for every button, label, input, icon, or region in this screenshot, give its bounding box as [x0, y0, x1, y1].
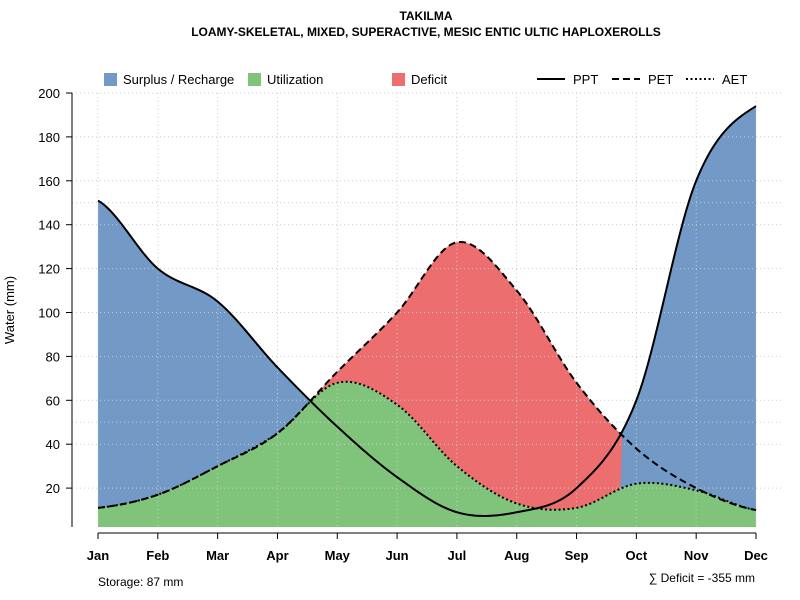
x-tick-label: Aug	[504, 548, 529, 563]
y-tick-label: 40	[46, 437, 60, 452]
x-tick-label: Jun	[386, 548, 409, 563]
x-tick-label: Dec	[744, 548, 768, 563]
chart-title: TAKILMA	[399, 9, 452, 23]
x-tick-label: May	[325, 548, 351, 563]
deficit-area	[98, 106, 756, 510]
legend-label: PPT	[573, 72, 598, 87]
x-tick-label: Apr	[266, 548, 288, 563]
series-lines	[97, 105, 757, 517]
area-fills	[98, 106, 756, 528]
y-tick-label: 80	[46, 349, 60, 364]
y-tick-label: 100	[38, 306, 60, 321]
x-tick-label: Jul	[448, 548, 467, 563]
x-tick-label: Jan	[87, 548, 109, 563]
legend-swatch	[248, 73, 261, 86]
chart-subtitle: LOAMY-SKELETAL, MIXED, SUPERACTIVE, MESI…	[191, 25, 661, 39]
legend-label: Surplus / Recharge	[123, 72, 234, 87]
storage-note: Storage: 87 mm	[98, 575, 183, 589]
surplus-recharge-area	[98, 106, 756, 528]
y-axis-label: Water (mm)	[2, 276, 17, 344]
x-tick-label: Oct	[626, 548, 648, 563]
legend: Surplus / Recharge Utilization Deficit PPT P…	[104, 72, 747, 87]
legend-label: AET	[722, 72, 747, 87]
legend-label: PET	[648, 72, 673, 87]
legend-label: Deficit	[411, 72, 448, 87]
gridlines	[72, 92, 782, 527]
y-tick-label: 20	[46, 481, 60, 496]
x-tick-label: Feb	[146, 548, 169, 563]
legend-swatch	[392, 73, 405, 86]
y-tick-label: 200	[38, 86, 60, 101]
series-line-pet	[97, 240, 757, 512]
x-tick-label: Nov	[684, 548, 709, 563]
series-line-ppt	[97, 105, 757, 517]
axes: 20 40 60 80 100 120 140 160 180 200 Jan Feb Mar Apr Ma…	[38, 86, 768, 563]
y-tick-label: 180	[38, 130, 60, 145]
utilization-area	[98, 381, 756, 527]
x-tick-label: Mar	[206, 548, 229, 563]
y-tick-label: 60	[46, 393, 60, 408]
deficit-note: ∑ Deficit = -355 mm	[649, 571, 755, 585]
x-tick-label: Sep	[565, 548, 589, 563]
legend-swatch	[104, 73, 117, 86]
series-line-aet	[97, 380, 757, 512]
y-tick-label: 160	[38, 174, 60, 189]
y-tick-label: 120	[38, 262, 60, 277]
y-tick-label: 140	[38, 218, 60, 233]
legend-label: Utilization	[267, 72, 323, 87]
